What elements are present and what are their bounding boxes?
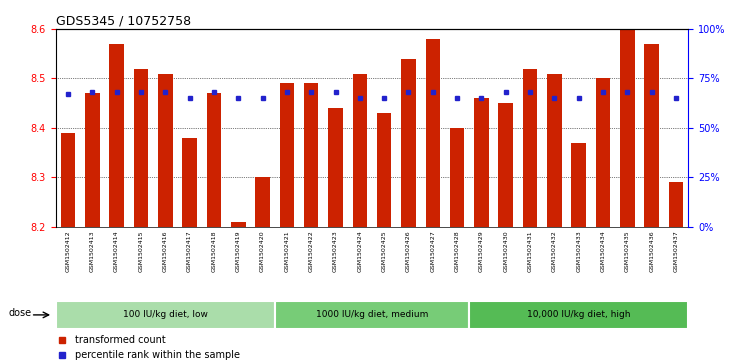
- Text: 100 IU/kg diet, low: 100 IU/kg diet, low: [123, 310, 208, 319]
- Text: GSM1502435: GSM1502435: [625, 231, 630, 272]
- Text: GSM1502417: GSM1502417: [187, 231, 192, 272]
- Text: GSM1502433: GSM1502433: [577, 231, 581, 272]
- Bar: [280, 83, 294, 227]
- Bar: [134, 69, 148, 227]
- Bar: [523, 69, 537, 227]
- Bar: [328, 108, 343, 227]
- Bar: [85, 93, 100, 227]
- Bar: [620, 29, 635, 227]
- Text: GSM1502436: GSM1502436: [650, 231, 654, 272]
- Text: GDS5345 / 10752758: GDS5345 / 10752758: [56, 15, 191, 28]
- Text: dose: dose: [8, 308, 31, 318]
- Bar: [56, 301, 275, 329]
- Bar: [182, 138, 197, 227]
- Bar: [231, 222, 246, 227]
- Text: transformed count: transformed count: [74, 335, 165, 345]
- Text: GSM1502418: GSM1502418: [211, 231, 217, 272]
- Text: GSM1502434: GSM1502434: [600, 231, 606, 272]
- Bar: [547, 74, 562, 227]
- Bar: [304, 83, 318, 227]
- Text: GSM1502424: GSM1502424: [357, 231, 362, 272]
- Text: GSM1502425: GSM1502425: [382, 231, 387, 272]
- Bar: [498, 103, 513, 227]
- Text: GSM1502429: GSM1502429: [479, 231, 484, 272]
- Text: GSM1502419: GSM1502419: [236, 231, 241, 272]
- Text: GSM1502427: GSM1502427: [430, 231, 435, 272]
- Bar: [401, 59, 416, 227]
- Text: GSM1502430: GSM1502430: [503, 231, 508, 272]
- Bar: [426, 39, 440, 227]
- Bar: [158, 74, 173, 227]
- Text: GSM1502426: GSM1502426: [406, 231, 411, 272]
- Text: 1000 IU/kg diet, medium: 1000 IU/kg diet, medium: [315, 310, 429, 319]
- Text: percentile rank within the sample: percentile rank within the sample: [74, 350, 240, 360]
- Text: GSM1502412: GSM1502412: [65, 231, 71, 272]
- Bar: [474, 98, 489, 227]
- Bar: [669, 182, 683, 227]
- Bar: [353, 74, 367, 227]
- Text: GSM1502428: GSM1502428: [455, 231, 460, 272]
- Text: GSM1502420: GSM1502420: [260, 231, 265, 272]
- Text: GSM1502437: GSM1502437: [673, 231, 679, 272]
- Bar: [571, 143, 586, 227]
- Bar: [275, 301, 469, 329]
- Bar: [207, 93, 221, 227]
- Bar: [596, 78, 610, 227]
- Text: GSM1502422: GSM1502422: [309, 231, 314, 272]
- Text: GSM1502431: GSM1502431: [527, 231, 533, 272]
- Bar: [61, 133, 75, 227]
- Text: GSM1502414: GSM1502414: [114, 231, 119, 272]
- Text: GSM1502432: GSM1502432: [552, 231, 557, 272]
- Text: GSM1502421: GSM1502421: [284, 231, 289, 272]
- Bar: [469, 301, 688, 329]
- Text: 10,000 IU/kg diet, high: 10,000 IU/kg diet, high: [527, 310, 630, 319]
- Text: GSM1502423: GSM1502423: [333, 231, 338, 272]
- Bar: [255, 178, 270, 227]
- Bar: [377, 113, 391, 227]
- Text: GSM1502416: GSM1502416: [163, 231, 167, 272]
- Text: GSM1502415: GSM1502415: [138, 231, 144, 272]
- Bar: [109, 44, 124, 227]
- Bar: [450, 128, 464, 227]
- Bar: [644, 44, 659, 227]
- Text: GSM1502413: GSM1502413: [90, 231, 94, 272]
